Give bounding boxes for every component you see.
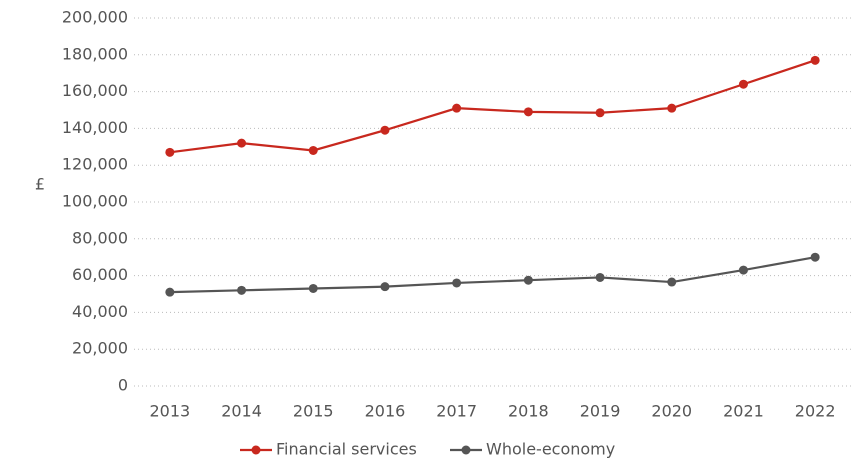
data-point — [237, 285, 247, 295]
x-tick-label: 2016 — [365, 402, 406, 421]
data-point — [380, 125, 390, 135]
data-point — [165, 147, 175, 157]
y-tick-label: 160,000 — [62, 81, 128, 100]
data-point — [738, 265, 748, 275]
data-point — [308, 145, 318, 155]
data-point — [738, 79, 748, 89]
y-tick-label: 60,000 — [72, 265, 128, 284]
data-point — [595, 108, 605, 118]
data-point — [165, 287, 175, 297]
data-point — [810, 55, 820, 65]
y-tick-label: 80,000 — [72, 228, 128, 247]
data-point — [810, 252, 820, 262]
series-line — [169, 59, 816, 154]
data-point — [595, 272, 605, 282]
x-tick-label: 2018 — [508, 402, 549, 421]
y-tick-label: 200,000 — [62, 8, 128, 27]
legend-swatch-dot — [251, 445, 261, 455]
y-tick-label: 100,000 — [62, 192, 128, 211]
series-line — [169, 256, 816, 294]
y-tick-label: 40,000 — [72, 302, 128, 321]
data-point — [380, 282, 390, 292]
data-point — [523, 275, 533, 285]
y-tick-label: 180,000 — [62, 44, 128, 63]
legend-swatch-dot — [461, 445, 471, 455]
data-point — [523, 107, 533, 117]
data-point — [667, 277, 677, 287]
y-tick-label: 120,000 — [62, 155, 128, 174]
x-tick-label: 2022 — [795, 402, 836, 421]
data-point — [667, 103, 677, 113]
x-tick-label: 2019 — [580, 402, 621, 421]
data-point — [452, 103, 462, 113]
x-tick-label: 2020 — [651, 402, 692, 421]
x-tick-label: 2017 — [436, 402, 477, 421]
x-tick-label: 2021 — [723, 402, 764, 421]
x-tick-label: 2013 — [149, 402, 190, 421]
y-tick-label: 140,000 — [62, 118, 128, 137]
y-tick-label: 0 — [118, 376, 128, 395]
data-point — [452, 278, 462, 288]
y-tick-label: 20,000 — [72, 339, 128, 358]
x-tick-label: 2014 — [221, 402, 262, 421]
legend-label: Whole-economy — [486, 440, 615, 459]
x-tick-label: 2015 — [293, 402, 334, 421]
data-point — [237, 138, 247, 148]
y-axis-label: £ — [35, 175, 45, 194]
data-point — [308, 283, 318, 293]
legend-label: Financial services — [276, 440, 417, 459]
